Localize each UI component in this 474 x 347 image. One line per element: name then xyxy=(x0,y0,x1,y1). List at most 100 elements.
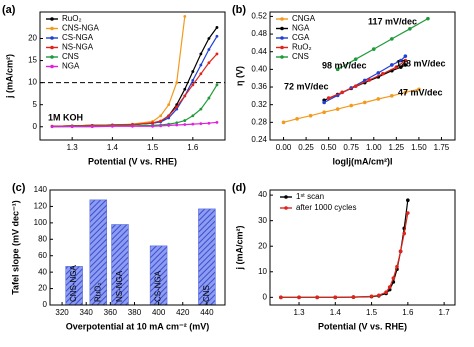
data-point xyxy=(399,65,403,69)
legend-marker xyxy=(280,17,284,21)
data-point xyxy=(376,71,381,75)
data-point xyxy=(387,285,392,289)
plot-frame xyxy=(269,11,456,141)
annotation: 128 mV/dec xyxy=(396,58,446,68)
data-point xyxy=(390,94,394,98)
y-tick-label: 0.28 xyxy=(251,117,267,126)
data-point xyxy=(403,54,408,58)
x-tick-label: 0.25 xyxy=(298,143,314,152)
data-point xyxy=(322,110,326,114)
plot-area xyxy=(65,199,216,305)
y-tick-label: 120 xyxy=(34,202,48,211)
legend-marker xyxy=(280,36,284,40)
data-point xyxy=(308,113,313,118)
data-point xyxy=(426,16,430,21)
y-tick-label: 10 xyxy=(258,267,267,276)
data-point xyxy=(340,90,344,95)
legend-label: RuO₂ xyxy=(292,43,312,52)
data-point xyxy=(199,122,203,126)
data-point xyxy=(191,79,195,82)
y-tick-label: 0.24 xyxy=(251,135,267,144)
x-axis-label: logIj(mA/cm²)I xyxy=(333,156,393,166)
panel-label: (b) xyxy=(232,4,246,16)
data-point xyxy=(390,37,394,41)
data-point xyxy=(199,52,203,56)
data-point xyxy=(333,295,338,300)
plot-area xyxy=(40,15,225,129)
data-point xyxy=(335,67,340,72)
data-point xyxy=(175,121,179,125)
panel-label: (c) xyxy=(12,182,26,194)
data-point xyxy=(167,124,171,127)
data-point xyxy=(406,198,410,203)
legend-label: NGA xyxy=(292,24,310,33)
plot-frame xyxy=(49,189,226,306)
legend-label: after 1000 cycles xyxy=(296,203,356,212)
panel-label: (d) xyxy=(232,182,246,194)
data-point xyxy=(50,125,54,129)
data-point xyxy=(403,58,408,63)
data-point xyxy=(131,124,134,128)
x-tick-label: 1.4 xyxy=(107,143,119,152)
legend-marker xyxy=(50,64,54,69)
data-point xyxy=(167,116,171,120)
y-tick-label: 20 xyxy=(28,34,37,43)
data-point xyxy=(315,295,319,300)
series-line xyxy=(52,53,218,127)
data-point xyxy=(159,124,163,128)
legend-label: CNS xyxy=(62,52,79,61)
x-tick-label: 1.6 xyxy=(187,143,199,152)
data-point xyxy=(381,71,385,76)
data-point xyxy=(151,121,155,125)
series-line xyxy=(280,200,409,298)
data-point xyxy=(151,124,155,128)
x-tick-label: 340 xyxy=(80,308,94,317)
plot-frame xyxy=(269,189,456,306)
data-point xyxy=(175,105,179,109)
data-point xyxy=(384,290,388,295)
bar-label: RuO₂ xyxy=(93,282,102,302)
x-axis-label: Overpotential at 10 mA cm⁻² (mV) xyxy=(66,321,209,331)
data-point xyxy=(394,65,399,69)
legend-marker xyxy=(50,26,54,31)
data-point xyxy=(326,96,331,100)
data-point xyxy=(335,107,340,111)
data-point xyxy=(183,87,187,91)
data-point xyxy=(297,295,301,300)
x-tick-label: 1.4 xyxy=(330,308,342,317)
bar-label: CNS xyxy=(202,285,211,302)
x-tick-label: 1.25 xyxy=(389,143,405,152)
plot-area xyxy=(279,198,410,300)
legend-marker xyxy=(280,26,284,31)
y-tick-label: 10 xyxy=(28,78,37,87)
y-tick-label: 40 xyxy=(38,267,47,276)
data-point xyxy=(167,114,171,118)
data-point xyxy=(399,58,403,63)
panel-label: (a) xyxy=(2,4,16,16)
data-point xyxy=(215,83,219,87)
data-point xyxy=(417,87,421,92)
data-point xyxy=(159,114,163,118)
y-axis-label: j (mA/cm²) xyxy=(4,54,14,99)
bar xyxy=(149,245,168,305)
x-tick-label: 0.50 xyxy=(321,143,337,152)
data-point xyxy=(183,119,187,122)
y-tick-label: 0.32 xyxy=(251,100,267,109)
y-tick-label: 20 xyxy=(258,241,267,250)
y-tick-label: 140 xyxy=(34,185,48,194)
legend-label: NS-NGA xyxy=(62,43,94,52)
y-tick-label: 20 xyxy=(38,284,47,293)
y-tick-label: 0.36 xyxy=(251,82,267,91)
data-point xyxy=(403,90,408,95)
data-point xyxy=(70,125,74,129)
x-tick-label: 440 xyxy=(200,308,214,317)
plot-frame xyxy=(39,11,226,141)
data-point xyxy=(199,72,203,76)
legend-marker xyxy=(50,45,54,50)
data-point xyxy=(90,125,94,129)
y-tick-label: 5 xyxy=(33,100,38,109)
legend-marker xyxy=(280,45,284,50)
bar-label: CNS-NGA xyxy=(69,264,78,302)
annotation: 117 mV/dec xyxy=(368,16,417,26)
series-line xyxy=(280,212,409,298)
